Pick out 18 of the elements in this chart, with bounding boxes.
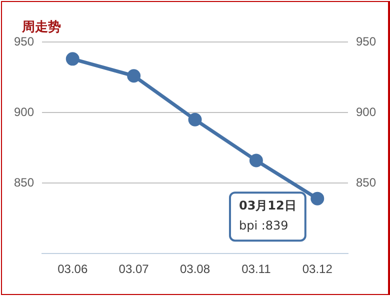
x-tick-label: 03.08 [180,262,210,276]
point [127,69,141,83]
y-tick-label: 950 [14,34,34,48]
point [249,154,263,168]
y-tick-label: 850 [14,175,34,190]
x-tick-label: 03.07 [118,262,150,276]
y2-tick-label: 850 [356,175,376,190]
chart-title: 周走势 [22,19,61,36]
y-tick-label: 900 [14,104,34,119]
annotation: 03月12日 bpi :839 [238,198,296,233]
y2-tick-label: 950 [356,34,376,48]
point [66,52,80,66]
x-tick-label: 03.11 [242,262,272,276]
y2-tick-label: 900 [356,104,376,119]
point [310,192,324,206]
x-tick-label: 03.06 [58,262,88,276]
point [188,112,202,126]
x-tick-label: 03.12 [302,262,333,276]
